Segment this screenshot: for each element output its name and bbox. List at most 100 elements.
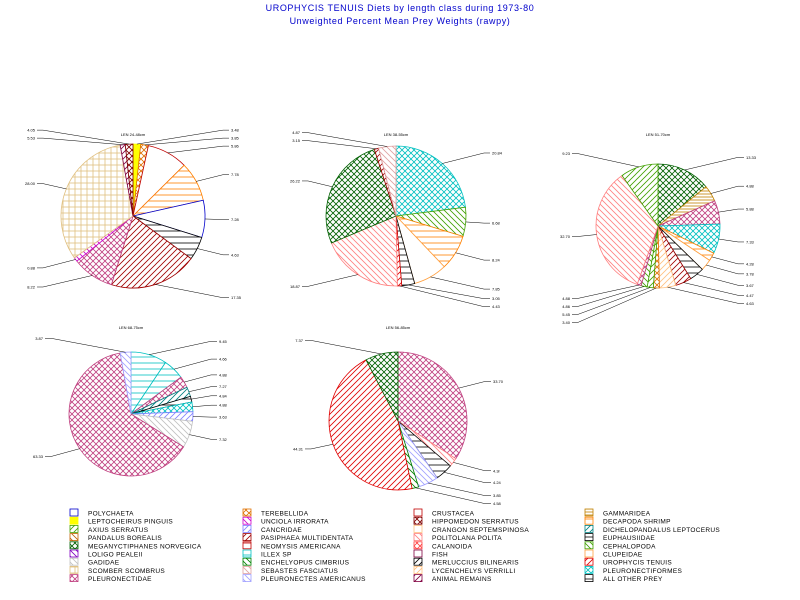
legend-item: ALL OTHER PREY <box>584 574 663 583</box>
slice-value-label: 20.84 <box>492 150 503 155</box>
leader-line <box>683 282 744 296</box>
legend-label: POLITOLANA POLITA <box>432 535 502 542</box>
legend-item: DECAPODA SHRIMP <box>584 516 671 526</box>
leader-line <box>184 374 217 383</box>
legend-swatch <box>242 525 252 533</box>
pie-slice <box>328 359 413 491</box>
legend-swatch <box>242 574 252 582</box>
leader-line <box>718 238 744 243</box>
slice-value-label: 4.88 <box>562 296 571 301</box>
legend-swatch <box>69 541 79 550</box>
leader-line <box>572 234 597 237</box>
slice-value-label: 8.24 <box>492 258 501 263</box>
legend-item: DICHELOPANDALUS LEPTOCERUS <box>584 525 720 534</box>
leader-line <box>144 137 229 146</box>
slice-value-label: 4.3r <box>493 468 501 473</box>
legend-swatch <box>584 533 594 541</box>
legend-item: LOLIGO PEALEII <box>69 549 143 559</box>
legend-label: UROPHYCIS TENUIS <box>603 560 672 567</box>
leader-line <box>455 252 490 261</box>
legend-label: DECAPODA SHRIMP <box>603 519 671 526</box>
legend-swatch <box>242 516 252 525</box>
leader-line <box>302 140 377 150</box>
legend-item: PASIPHAEA MULTIDENTATA <box>242 533 354 542</box>
legend-label: UNCIOLA IRRORATA <box>261 519 329 526</box>
slice-value-label: 8.22 <box>27 284 36 289</box>
legend-label: CEPHALOPODA <box>603 543 656 550</box>
legend-item: UROPHYCIS TENUIS <box>584 557 672 567</box>
legend-label: GAMMARIDEA <box>603 511 651 518</box>
leader-line <box>37 183 67 190</box>
legend-item: CANCRIDAE <box>242 525 302 534</box>
slice-value-label: 4.63 <box>746 301 755 306</box>
legend-label: SCOMBER SCOMBRUS <box>88 568 165 575</box>
slice-value-label: 3.05 <box>492 296 501 301</box>
pie-slice <box>365 351 399 422</box>
leader-line <box>148 341 217 355</box>
slice-value-label: 3.85 <box>493 493 502 498</box>
leader-line <box>37 137 123 145</box>
legend-item: PLEURONECTIDAE <box>69 574 152 583</box>
slice-value-label: 26.22 <box>290 178 301 183</box>
legend-label: MERLUCCIUS BILINEARIS <box>432 560 519 567</box>
slice-value-label: 5.88 <box>746 207 755 212</box>
pie-slice <box>119 351 132 415</box>
slice-value-label: 7.78 <box>231 172 240 177</box>
leader-line <box>155 284 229 298</box>
legend-item: PLEURONECTES AMERICANUS <box>242 574 366 583</box>
pie-title: LEN 68-75cm <box>119 325 144 330</box>
legend-item: EUPHAUSIIDAE <box>584 533 655 542</box>
pie-slice <box>325 148 397 244</box>
pie-slice <box>68 352 185 477</box>
legend-label: POLYCHAETA <box>88 511 134 518</box>
legend-item: SCOMBER SCOMBRUS <box>69 566 165 575</box>
leader-line <box>45 448 80 457</box>
leader-line <box>37 275 93 288</box>
pie-chart: LEN 24-48cm 3.48 3.85 5.86 7.78 7.28 4.63 17.35… <box>25 128 242 301</box>
legend-swatch <box>584 541 594 550</box>
slice-value-label: 5.53 <box>27 136 36 141</box>
slice-value-label: 4.05 <box>27 128 36 133</box>
legend-item: FISH <box>413 549 448 559</box>
legend-swatch <box>413 557 423 566</box>
legend-label: ALL OTHER PREY <box>603 576 663 583</box>
slice-value-label: 4.86 <box>562 304 571 309</box>
leader-line <box>453 462 491 472</box>
legend-label: PLEURONECTIDAE <box>88 576 152 583</box>
slice-value-label: 3.85 <box>231 136 240 141</box>
leader-line <box>458 381 491 389</box>
legend-swatch <box>413 541 423 550</box>
legend-swatch <box>584 549 594 558</box>
legend-swatch <box>413 508 423 517</box>
pie-chart: LEN 56-85cm 33.70 4.3r 4.24 3.85 4.58 7.37 44.3… <box>293 325 504 506</box>
slice-value-label: 3.15 <box>292 138 301 143</box>
leader-line <box>305 340 382 355</box>
legend-item: CEPHALOPODA <box>584 541 656 550</box>
leader-line <box>430 276 490 290</box>
slice-value-label: 0.88 <box>27 265 36 270</box>
legend-label: PLEURONECTES AMERICANUS <box>261 576 366 583</box>
leader-line <box>196 174 229 182</box>
legend-label: LOLIGO PEALEII <box>88 552 143 559</box>
slice-value-label: 3.87 <box>35 336 44 341</box>
leader-line <box>706 264 744 275</box>
legend-item: CRUSTACEA <box>413 508 474 518</box>
leader-line <box>192 404 217 408</box>
leader-line <box>305 443 334 450</box>
slice-value-label: 63.33 <box>33 454 44 459</box>
slice-value-label: 4.47 <box>746 293 755 298</box>
legend-swatch <box>413 516 423 525</box>
chart-title: UROPHYCIS TENUIS Diets by length class d… <box>265 3 535 13</box>
legend-swatch <box>584 574 594 582</box>
legend-label: PASIPHAEA MULTIDENTATA <box>261 535 354 542</box>
legend-label: CRANGON SEPTEMSPINOSA <box>432 527 529 534</box>
legend-swatch <box>242 549 252 558</box>
pie-slice <box>595 174 659 285</box>
legend-swatch <box>413 533 423 541</box>
legend-item: MERLUCCIUS BILINEARIS <box>413 557 519 567</box>
leader-line <box>173 358 217 370</box>
legend-item: PLEURONECTIFORMES <box>584 566 682 575</box>
legend-item: AXIUS SERRATUS <box>69 525 148 534</box>
legend-swatch <box>69 516 79 525</box>
slice-value-label: 33.70 <box>493 379 504 384</box>
